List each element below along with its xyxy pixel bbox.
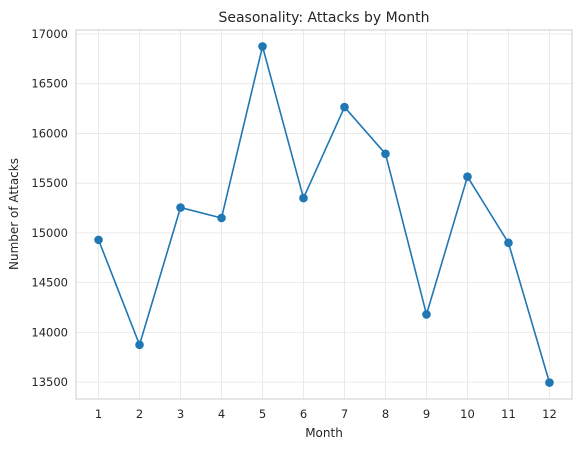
y-tick-label: 16500 [31, 77, 68, 91]
y-axis-ticks: 13500 14000 14500 15000 15500 16000 16500 17000 [31, 27, 68, 389]
data-point [422, 310, 431, 319]
data-point [381, 149, 390, 159]
x-tick-label: 6 [300, 407, 307, 421]
x-tick-label: 5 [259, 407, 266, 421]
x-axis-ticks: 1 2 3 4 5 6 7 8 9 10 11 12 [95, 407, 557, 421]
plot-frame [75, 29, 573, 400]
data-point [217, 213, 226, 223]
data-point [94, 235, 103, 245]
y-tick-label: 15000 [31, 226, 68, 240]
x-tick-label: 11 [501, 407, 516, 421]
data-point [340, 102, 349, 112]
y-axis-label: Number of Attacks [7, 158, 21, 270]
x-tick-label: 4 [218, 407, 225, 421]
x-tick-label: 9 [423, 407, 430, 421]
series [94, 42, 554, 387]
y-tick-label: 14500 [31, 276, 68, 290]
data-point [258, 42, 267, 51]
y-tick-label: 14000 [31, 325, 68, 339]
y-tick-label: 13500 [31, 375, 68, 389]
data-point [463, 172, 472, 182]
data-point [545, 378, 554, 387]
x-axis-label: Month [305, 426, 343, 440]
x-tick-label: 10 [460, 407, 475, 421]
y-tick-label: 17000 [31, 27, 68, 41]
grid [76, 30, 572, 399]
data-point [299, 193, 308, 203]
chart-title: Seasonality: Attacks by Month [218, 10, 429, 26]
x-tick-label: 1 [95, 407, 102, 421]
x-tick-label: 3 [177, 407, 184, 421]
x-tick-label: 7 [341, 407, 348, 421]
data-point [135, 340, 144, 350]
data-point [504, 238, 513, 248]
data-point [176, 203, 185, 212]
x-tick-label: 8 [382, 407, 389, 421]
y-tick-label: 15500 [31, 176, 68, 190]
series-line [97, 45, 551, 383]
y-tick-label: 16000 [31, 126, 68, 140]
x-tick-label: 12 [542, 407, 557, 421]
x-tick-label: 2 [136, 407, 143, 421]
